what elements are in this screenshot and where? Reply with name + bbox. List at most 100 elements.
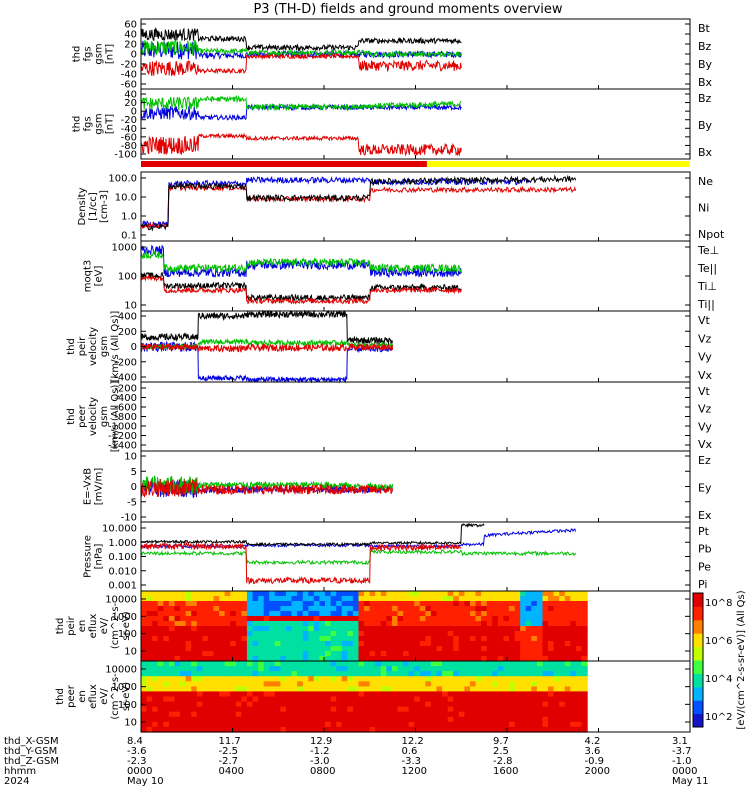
spectrogram-cell xyxy=(525,666,532,672)
spectrogram-cell xyxy=(286,591,293,597)
spectrogram-cell xyxy=(146,701,153,708)
spectrogram-cell xyxy=(352,716,360,723)
spectrogram-cell xyxy=(252,671,259,677)
spectrogram-cell xyxy=(481,596,488,602)
y-axis-label: E=-VxB [mV/m] xyxy=(83,468,105,506)
spectrogram-cell xyxy=(436,606,443,612)
y-axis-label-line: thd xyxy=(72,116,83,133)
spectrogram-cell xyxy=(536,636,544,642)
spectrogram-cell xyxy=(325,696,332,703)
spectrogram-cell xyxy=(308,706,315,713)
spectrogram-cell xyxy=(286,616,293,622)
spectrogram-cell xyxy=(458,601,465,607)
spectrogram-cell xyxy=(157,616,164,622)
spectrogram-cell xyxy=(564,691,571,698)
spectrogram-cell xyxy=(157,706,164,713)
spectrogram-cell xyxy=(419,681,426,687)
spectrogram-cell xyxy=(168,646,176,652)
spectrogram-cell xyxy=(291,696,298,703)
legend-entry: Bx xyxy=(698,146,713,159)
spectrogram-cell xyxy=(308,671,315,677)
spectrogram-cell xyxy=(191,636,198,642)
spectrogram-cell xyxy=(347,656,354,662)
y-axis-label-line: moqt3 xyxy=(83,260,94,293)
spectrogram-cell xyxy=(252,591,259,597)
spectrogram-cell xyxy=(436,641,443,647)
spectrogram-cell xyxy=(246,656,254,662)
spectrogram-cell xyxy=(542,626,549,632)
spectrogram-cell xyxy=(280,606,287,612)
spectrogram-cell xyxy=(352,601,360,607)
spectrogram-cell xyxy=(308,641,315,647)
spectrogram-cell xyxy=(141,651,148,657)
spectrogram-cell xyxy=(168,716,176,723)
spectrogram-cell xyxy=(280,661,287,667)
spectrogram-cell xyxy=(391,641,399,647)
spectrogram-cell xyxy=(503,616,510,622)
legend-entry: Ez xyxy=(698,454,711,467)
spectrogram-cell xyxy=(509,676,516,682)
spectrogram-cell xyxy=(447,611,454,617)
spectrogram-cell xyxy=(403,726,410,733)
spectrogram-cell xyxy=(358,591,365,597)
spectrogram-cell xyxy=(442,686,449,693)
y-axis-label-line: gsm xyxy=(94,113,105,134)
spectrogram-cell xyxy=(536,606,544,612)
spectrogram-cell xyxy=(375,696,382,703)
spectrogram-cell xyxy=(274,666,281,672)
spectrogram-cell xyxy=(241,631,248,637)
spectrogram-cell xyxy=(386,661,393,667)
spectrogram-cell xyxy=(219,631,226,637)
spectrogram-cell xyxy=(230,651,237,657)
spectrogram-cell xyxy=(453,686,460,693)
spectrogram-cell xyxy=(246,621,254,627)
spectrogram-cell xyxy=(336,591,343,597)
spectrogram-cell xyxy=(380,611,387,617)
spectrogram-cell xyxy=(280,701,287,708)
spectrogram-cell xyxy=(492,626,499,632)
spectrogram-cell xyxy=(252,606,259,612)
spectrogram-cell xyxy=(548,591,555,597)
spectrogram-cell xyxy=(207,636,215,642)
spectrogram-cell xyxy=(509,641,516,647)
spectrogram-cell xyxy=(269,646,276,652)
spectrogram-cell xyxy=(403,631,410,637)
spectrogram-cell xyxy=(453,726,460,733)
spectrogram-cell xyxy=(403,721,410,728)
spectrogram-cell xyxy=(380,661,387,667)
spectrogram-cell xyxy=(575,641,583,647)
spectrogram-cell xyxy=(319,656,326,662)
spectrogram-cell xyxy=(364,596,371,602)
spectrogram-cell xyxy=(403,681,410,687)
ephemeris-value: 0800 xyxy=(310,766,335,777)
spectrogram-cell xyxy=(481,641,488,647)
spectrogram-cell xyxy=(168,681,176,687)
spectrogram-cell xyxy=(302,606,309,612)
spectrogram-cell xyxy=(347,646,354,652)
spectrogram-cell xyxy=(241,646,248,652)
spectrogram-cell xyxy=(258,711,265,718)
spectrogram-cell xyxy=(163,596,170,602)
spectrogram-cell xyxy=(341,596,348,602)
spectrogram-cell xyxy=(246,591,254,597)
colorbar-segment xyxy=(693,619,703,634)
spectrogram-cell xyxy=(581,651,588,657)
spectrogram-cell xyxy=(514,716,521,723)
spectrogram-cell xyxy=(425,686,432,693)
spectrogram-cell xyxy=(536,701,544,708)
spectrogram-cell xyxy=(219,656,226,662)
spectrogram-cell xyxy=(319,721,326,728)
legend-entry: Bx xyxy=(698,76,713,89)
spectrogram-cell xyxy=(419,706,426,713)
spectrogram-cell xyxy=(152,706,159,713)
spectrogram-cell xyxy=(341,641,348,647)
spectrogram-cell xyxy=(341,606,348,612)
spectrogram-cell xyxy=(514,721,521,728)
spectrogram-cell xyxy=(548,596,555,602)
spectrogram-cell xyxy=(308,721,315,728)
spectrogram-cell xyxy=(475,621,482,627)
spectrogram-cell xyxy=(141,706,148,713)
spectrogram-cell xyxy=(514,666,521,672)
spectrogram-cell xyxy=(430,661,438,667)
y-axis-label: Pressure [nPa] xyxy=(83,535,105,578)
